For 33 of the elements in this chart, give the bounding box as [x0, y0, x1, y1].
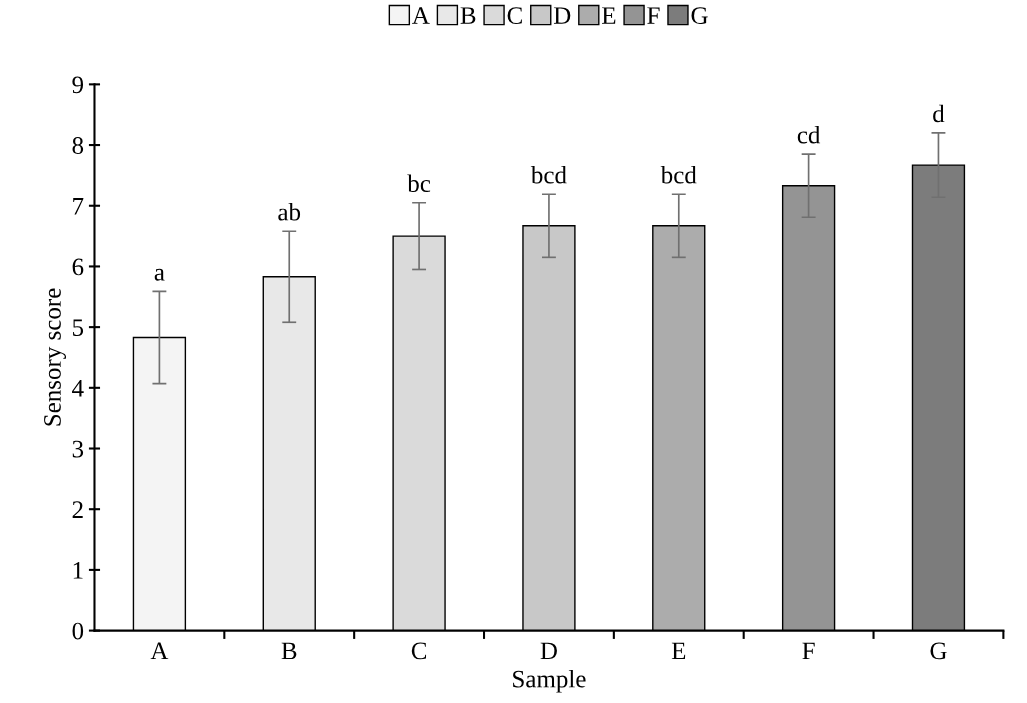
annotation: a: [154, 268, 165, 281]
y-tick-label: 2: [72, 501, 83, 518]
x-tick-label: A: [150, 642, 169, 660]
legend-label: C: [507, 7, 522, 25]
y-tick-label: 0: [72, 622, 84, 640]
x-tick-label: G: [930, 642, 947, 660]
y-tick-label: 9: [72, 76, 84, 94]
x-tick-label: E: [671, 642, 686, 660]
annotation: ab: [278, 203, 301, 221]
legend-label: B: [460, 7, 476, 24]
y-tick-label: 7: [73, 198, 84, 215]
legend-label: A: [412, 7, 430, 24]
annotation: bc: [407, 174, 431, 193]
y-axis-title: Sensory score: [44, 288, 67, 426]
y-tick-label: 5: [73, 319, 84, 337]
x-tick-label: D: [540, 642, 557, 660]
annotation: bcd: [660, 165, 697, 184]
annotation: cd: [797, 125, 821, 144]
legend-label: G: [691, 7, 708, 25]
y-tick-label: 3: [72, 440, 84, 458]
annotation: bcd: [530, 165, 567, 184]
x-axis-title: Sample: [513, 669, 586, 693]
legend-label: E: [602, 7, 616, 24]
y-tick-label: 1: [73, 562, 83, 579]
legend-label: F: [647, 7, 660, 24]
x-tick-label: C: [411, 642, 427, 660]
y-tick-label: 4: [72, 380, 84, 397]
legend-label: D: [553, 7, 571, 24]
x-tick-label: F: [802, 642, 815, 660]
x-tick-label: B: [281, 642, 297, 660]
annotation: d: [933, 104, 945, 123]
y-tick-label: 8: [72, 137, 84, 154]
y-tick-label: 6: [72, 258, 84, 276]
